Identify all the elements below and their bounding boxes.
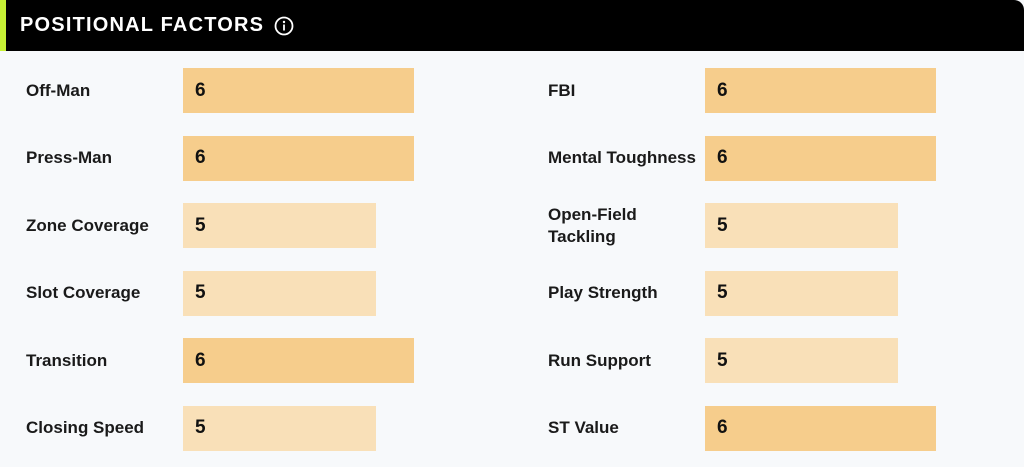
factor-label: Transition (26, 350, 108, 370)
factor-value-bar: 5 (705, 338, 898, 384)
factor-row-zone-coverage: Zone Coverage 5 (26, 203, 506, 249)
factor-value-bar: 5 (705, 203, 898, 249)
header-title-wrap: POSITIONAL FACTORS (20, 0, 294, 51)
factor-label: Zone Coverage (26, 215, 149, 235)
factor-value-bar: 5 (183, 203, 376, 249)
factor-label: Slot Coverage (26, 283, 141, 303)
factor-row-run-support: Run Support 5 (548, 338, 1024, 384)
factor-row-open-field-tackling: Open-Field Tackling 5 (548, 203, 1024, 249)
card-title: POSITIONAL FACTORS (20, 14, 265, 36)
factor-label: ST Value (548, 418, 619, 438)
factor-value-bar: 6 (705, 135, 936, 181)
factors-column-left: Off-Man 6 Press-Man 6 Zone Coverage 5 Sl… (26, 68, 506, 474)
factor-row-closing-speed: Closing Speed 5 (26, 405, 506, 451)
factor-label: Off-Man (26, 80, 91, 100)
factor-value-bar: 5 (183, 270, 376, 316)
factors-column-right: FBI 6 Mental Toughness 6 Open-Field Tack… (548, 68, 1024, 474)
factor-label: Play Strength (548, 283, 658, 303)
factor-label: Closing Speed (26, 418, 145, 438)
factor-value-bar: 6 (183, 135, 414, 181)
factor-label: Run Support (548, 350, 651, 370)
accent-strip (0, 0, 6, 51)
factor-value-bar: 6 (705, 68, 936, 113)
card-header: POSITIONAL FACTORS (0, 0, 1024, 51)
factor-row-st-value: ST Value 6 (548, 405, 1024, 451)
factor-label: Mental Toughness (548, 148, 696, 168)
factor-row-transition: Transition 6 (26, 338, 506, 384)
factor-row-off-man: Off-Man 6 (26, 68, 506, 113)
factor-value-bar: 5 (183, 405, 376, 451)
factor-row-press-man: Press-Man 6 (26, 135, 506, 181)
factor-value-bar: 5 (705, 270, 898, 316)
factor-label: FBI (548, 80, 576, 100)
factor-row-slot-coverage: Slot Coverage 5 (26, 270, 506, 316)
info-icon[interactable] (274, 16, 294, 36)
factor-value-bar: 6 (183, 68, 414, 113)
factor-value-bar: 6 (705, 405, 936, 451)
factor-row-play-strength: Play Strength 5 (548, 270, 1024, 316)
factor-row-fbi: FBI 6 (548, 68, 1024, 113)
factor-label: Press-Man (26, 148, 112, 168)
factor-label: Open-Field Tackling (548, 204, 637, 246)
factor-value-bar: 6 (183, 338, 414, 384)
factor-row-mental-toughness: Mental Toughness 6 (548, 135, 1024, 181)
